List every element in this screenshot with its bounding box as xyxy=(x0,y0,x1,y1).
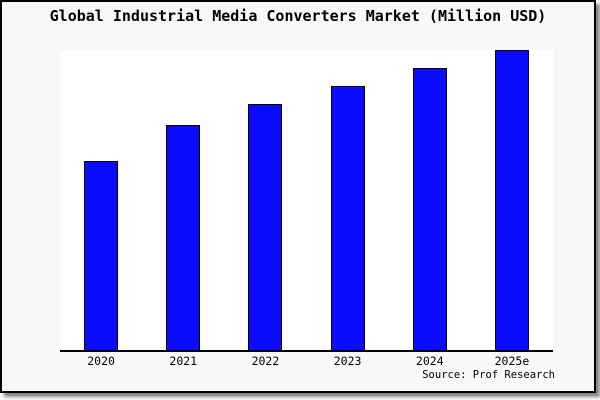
chart-title: Global Industrial Media Converters Marke… xyxy=(49,7,547,25)
x-axis-labels: 2020 2021 2022 2023 2024 2025e xyxy=(60,355,553,368)
bar-2022 xyxy=(248,104,283,350)
bar-2025e xyxy=(494,50,529,350)
x-tick-label-2024: 2024 xyxy=(415,354,444,368)
bar-2021 xyxy=(166,125,201,350)
bar-2023 xyxy=(330,86,365,350)
bar-2024 xyxy=(412,68,447,350)
x-tick-label-2022: 2022 xyxy=(251,354,280,368)
x-tick-label-2023: 2023 xyxy=(333,354,362,368)
source-note: Source: Prof Research xyxy=(422,369,555,381)
x-tick-label-2025e: 2025e xyxy=(494,354,530,368)
chart-frame: Global Industrial Media Converters Marke… xyxy=(0,0,596,393)
x-tick-label-2020: 2020 xyxy=(87,354,115,368)
bar-2020 xyxy=(84,161,119,350)
x-tick-label-2021: 2021 xyxy=(169,354,198,368)
plot-area xyxy=(60,50,553,352)
